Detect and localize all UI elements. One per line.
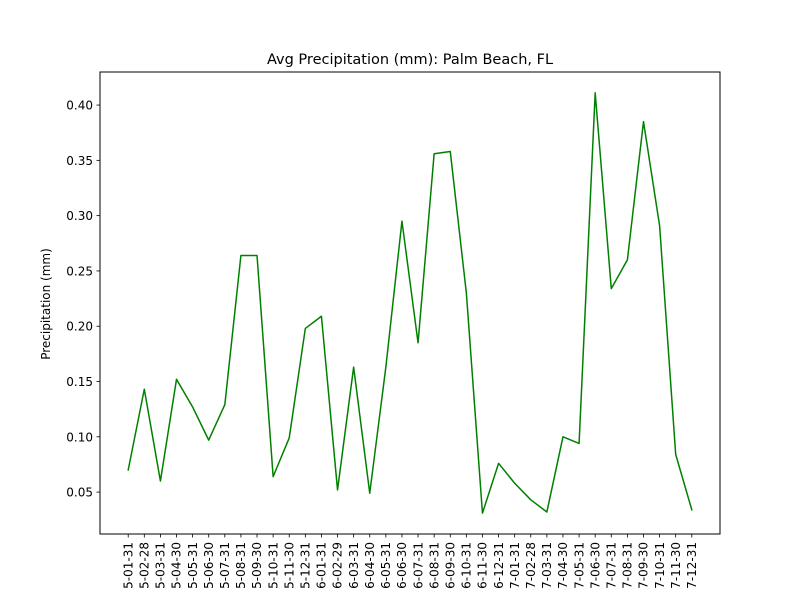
y-tick-label: 0.20 <box>66 320 93 334</box>
x-tick-label: 5-07-31 <box>218 542 232 589</box>
x-tick-label: 6-06-30 <box>395 542 409 589</box>
y-tick-label: 0.30 <box>66 209 93 223</box>
x-axis-ticks: 5-01-31 5-02-28 5-03-31 5-04-30 5-05-31 5-06-… <box>121 534 699 589</box>
x-tick-label: 6-11-30 <box>476 542 490 589</box>
x-tick-label: 7-08-31 <box>621 542 635 589</box>
x-tick-label: 6-08-31 <box>427 542 441 589</box>
y-tick-label: 0.35 <box>66 154 93 168</box>
x-tick-label: 5-11-30 <box>282 542 296 589</box>
x-tick-label: 5-12-31 <box>299 542 313 589</box>
x-tick-label: 7-09-30 <box>637 542 651 589</box>
x-tick-label: 7-06-30 <box>588 542 602 589</box>
x-tick-label: 6-03-31 <box>347 542 361 589</box>
x-tick-label: 5-10-31 <box>266 542 280 589</box>
y-tick-label: 0.40 <box>66 99 93 113</box>
x-tick-label: 6-10-31 <box>460 542 474 589</box>
y-tick-label: 0.15 <box>66 375 93 389</box>
x-tick-label: 7-04-30 <box>556 542 570 589</box>
x-tick-label: 5-06-30 <box>202 542 216 589</box>
y-axis-label: Precipitation (mm) <box>39 248 53 360</box>
x-tick-label: 7-12-31 <box>685 542 699 589</box>
x-tick-label: 7-07-31 <box>604 542 618 589</box>
x-tick-label: 5-05-31 <box>186 542 200 589</box>
chart-title: Avg Precipitation (mm): Palm Beach, FL <box>267 52 553 68</box>
x-tick-label: 6-09-30 <box>443 542 457 589</box>
x-tick-label: 5-01-31 <box>121 542 135 589</box>
x-tick-label: 7-03-31 <box>540 542 554 589</box>
x-tick-label: 6-01-31 <box>315 542 329 589</box>
x-tick-label: 6-12-31 <box>492 542 506 589</box>
series-layer <box>127 92 693 514</box>
x-tick-label: 5-08-31 <box>234 542 248 589</box>
x-tick-label: 5-02-28 <box>138 542 152 589</box>
x-tick-label: 7-01-31 <box>508 542 522 589</box>
x-tick-label: 6-07-31 <box>411 542 425 589</box>
y-tick-label: 0.10 <box>66 430 93 444</box>
x-tick-label: 7-11-30 <box>669 542 683 589</box>
y-tick-label: 0.25 <box>66 264 93 278</box>
x-tick-label: 6-02-29 <box>331 542 345 589</box>
x-tick-label: 6-05-31 <box>379 542 393 589</box>
x-tick-label: 7-10-31 <box>653 542 667 589</box>
y-tick-label: 0.05 <box>66 486 93 500</box>
plot-frame <box>99 71 721 535</box>
x-tick-label: 5-03-31 <box>154 542 168 589</box>
x-tick-label: 6-04-30 <box>363 542 377 589</box>
x-tick-label: 5-04-30 <box>170 542 184 589</box>
x-tick-label: 7-05-31 <box>572 542 586 589</box>
series-line-0 <box>127 92 693 514</box>
x-tick-label: 7-02-28 <box>524 542 538 589</box>
y-axis-ticks: 0.05 0.10 0.15 0.20 0.25 0.30 0.35 0.40 <box>66 99 100 500</box>
x-tick-label: 5-09-30 <box>250 542 264 589</box>
